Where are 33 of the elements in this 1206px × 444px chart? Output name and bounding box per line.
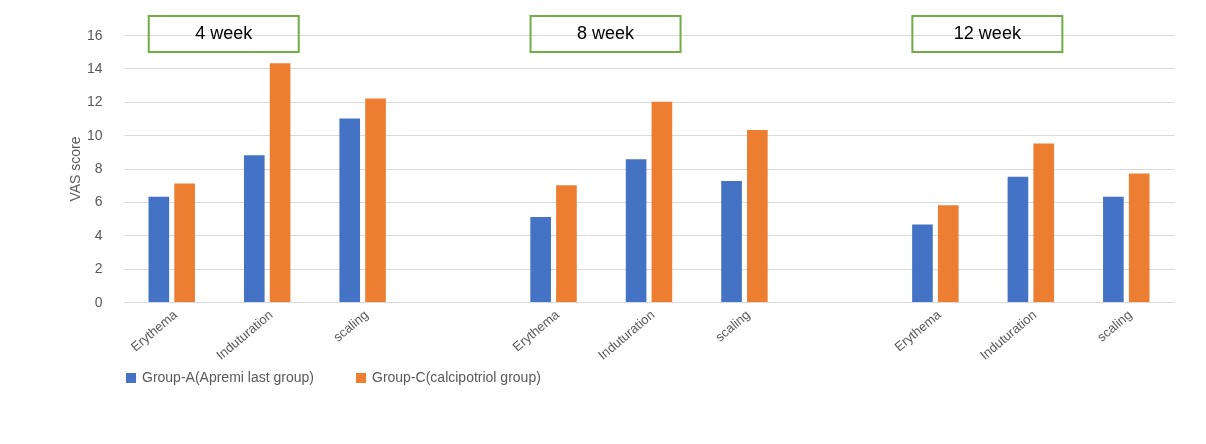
y-tick-label: 6 (94, 193, 103, 210)
y-tick-label: 14 (86, 59, 103, 76)
y-tick-label: 2 (94, 260, 103, 277)
bar (1103, 196, 1124, 302)
bar (148, 196, 170, 302)
annotation: 12 week (953, 23, 1022, 43)
bar (625, 159, 647, 302)
y-tick-label: 4 (94, 226, 103, 243)
y-tick-label: 8 (94, 160, 103, 176)
bar (747, 130, 768, 302)
bar (174, 183, 195, 302)
bar (365, 98, 386, 302)
bar (1128, 173, 1150, 302)
bar (530, 216, 551, 302)
y-tick-label: 10 (86, 126, 103, 143)
legend-label: Group-C(calcipotriol group) (372, 369, 541, 385)
bar (1033, 143, 1055, 302)
y-tick-label: 0 (94, 293, 103, 310)
bar (721, 181, 742, 302)
bar (243, 155, 265, 302)
bar (1007, 176, 1029, 302)
y-tick-label: 12 (86, 93, 103, 110)
bar (912, 224, 933, 302)
annotation: 4 week (195, 23, 254, 43)
bar (556, 185, 577, 302)
bar (339, 118, 361, 302)
legend-label: Group-A(Apremi last group) (142, 369, 314, 385)
y-tick-label: 16 (86, 26, 103, 43)
bar (937, 205, 959, 302)
y-axis-title: VAS score (66, 136, 83, 202)
bar (269, 63, 291, 302)
bar (651, 101, 673, 302)
annotation: 8 week (577, 23, 636, 43)
